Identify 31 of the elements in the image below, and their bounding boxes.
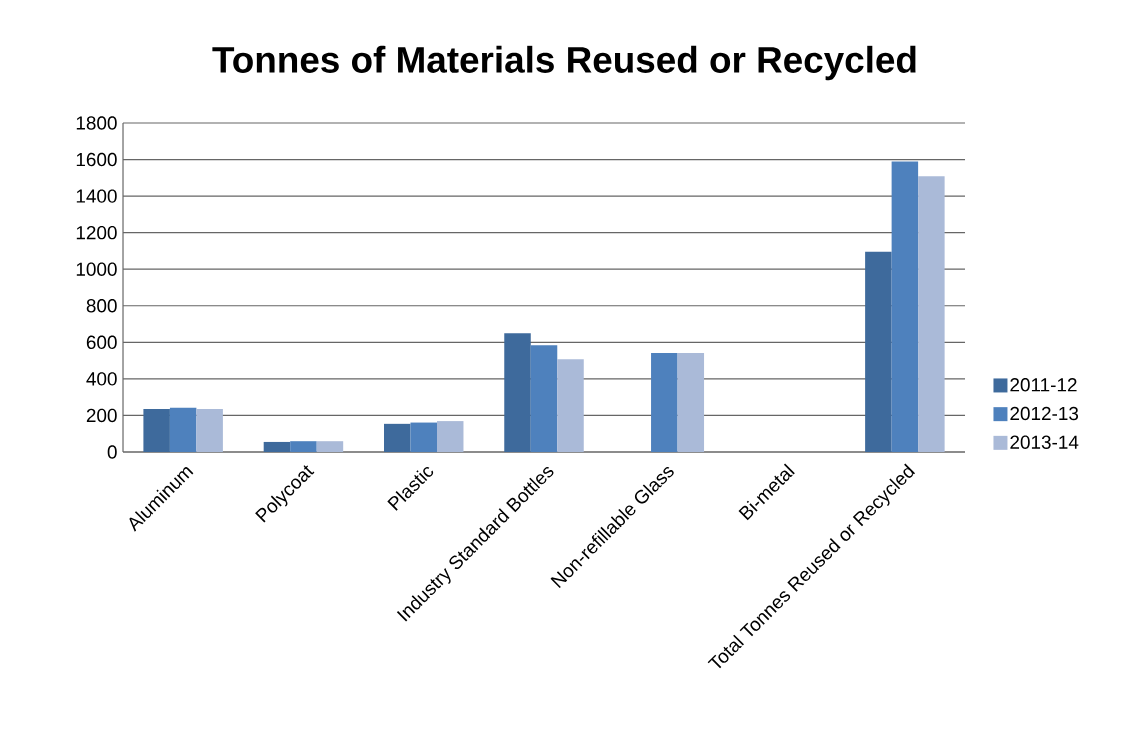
bar: [410, 422, 437, 452]
bar: [383, 423, 411, 452]
y-tick-label: 1800: [76, 116, 117, 130]
bar: [290, 441, 317, 452]
bar: [677, 352, 705, 452]
y-tick-label: 0: [107, 445, 117, 459]
y-tick-label: 1400: [76, 189, 117, 203]
y-tick-label: 200: [86, 408, 117, 423]
y-tick-label: 1000: [76, 262, 117, 276]
y-tick-label: 400: [86, 372, 117, 386]
bar: [316, 441, 344, 452]
bar: [436, 421, 464, 452]
bar: [891, 161, 919, 452]
legend-label: 2013-14: [1010, 435, 1079, 449]
bar: [557, 359, 584, 452]
bar: [918, 176, 945, 452]
y-tick-label: 800: [86, 299, 117, 313]
bar: [651, 352, 678, 452]
bar: [196, 409, 223, 452]
bar: [865, 251, 892, 452]
bar: [504, 333, 531, 452]
legend-label: 2011-12: [1010, 378, 1077, 392]
bar: [263, 441, 291, 452]
legend-label: 2012-13: [1010, 406, 1079, 421]
bar: [143, 409, 170, 452]
chart-title: Tonnes of Materials Reused or Recycled: [212, 45, 916, 81]
y-tick-label: 1200: [76, 225, 117, 240]
bar: [530, 345, 558, 452]
bar: [169, 407, 197, 452]
y-tick-label: 600: [86, 335, 117, 350]
y-tick-label: 1600: [76, 152, 117, 167]
